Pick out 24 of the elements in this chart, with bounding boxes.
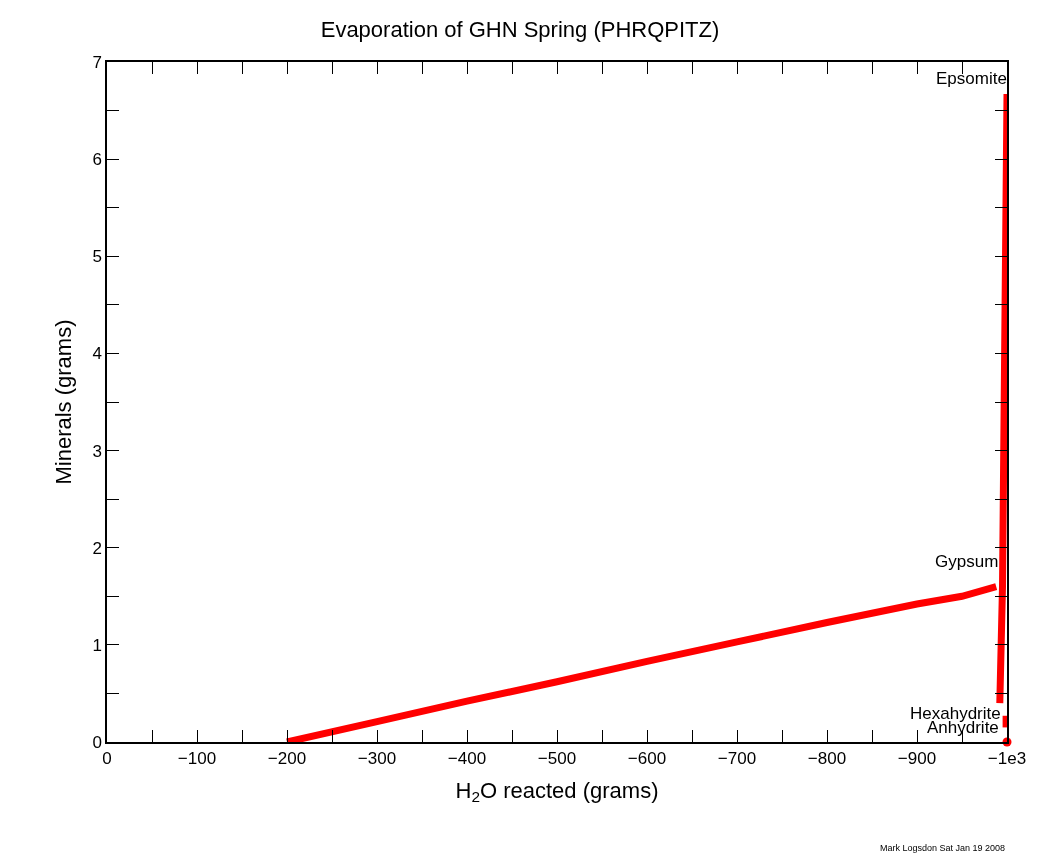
y-tick-label: 4: [92, 344, 102, 364]
series-label: Gypsum: [935, 552, 999, 571]
y-tick-label: 3: [92, 441, 102, 461]
y-axis-title: Minerals (grams): [50, 319, 76, 485]
y-tick-label: 6: [92, 150, 102, 170]
x-tick-label: −500: [537, 749, 577, 769]
x-tick-label: −200: [267, 749, 307, 769]
y-tick-label: 1: [92, 635, 102, 655]
text: Mark Logsdon Sat Jan 19 2008: [880, 843, 1006, 853]
chart-title: Evaporation of GHN Spring (PHRQPITZ): [320, 16, 720, 42]
x-tick-label: −300: [357, 749, 397, 769]
y-tick-label: 0: [92, 732, 102, 752]
x-axis-title: H$_{2}$O reacted (grams): [455, 777, 659, 806]
y-tick-label: 7: [92, 52, 102, 72]
x-tick-label: −900: [897, 749, 937, 769]
x-tick-label: −600: [627, 749, 667, 769]
y-tick-label: 5: [92, 247, 102, 267]
x-tick-label: −400: [447, 749, 487, 769]
x-tick-label: −800: [807, 749, 847, 769]
x-tick-label: −1e3: [987, 749, 1027, 769]
y-tick-label: 2: [92, 538, 102, 558]
series-label: Epsomite: [936, 69, 1007, 88]
x-tick-label: −100: [177, 749, 217, 769]
x-tick-label: −700: [717, 749, 757, 769]
